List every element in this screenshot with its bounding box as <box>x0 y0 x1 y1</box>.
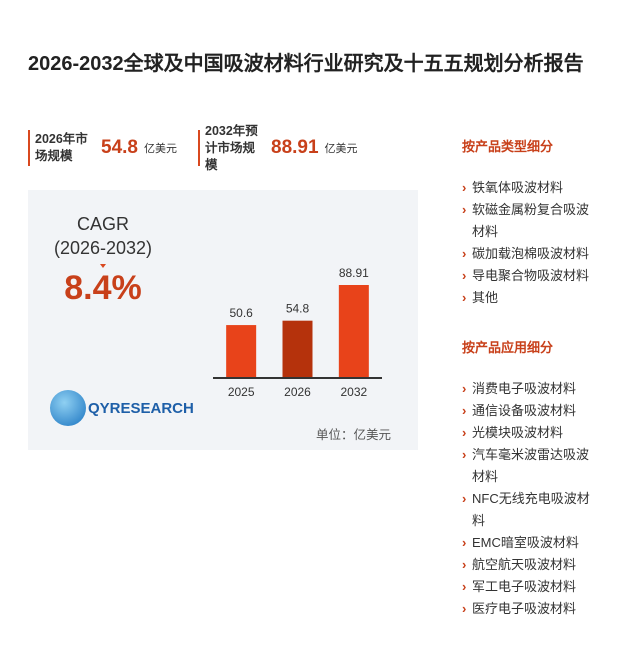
report-title: 2026-2032全球及中国吸波材料行业研究及十五五规划分析报告 <box>28 53 584 75</box>
stat: 2032年预计市场规模 88.91 亿美元 <box>198 124 358 172</box>
cagr-label: CAGR <box>76 214 129 234</box>
list-item: NFC无线充电吸波材料 <box>462 488 597 532</box>
section-heading: 按产品应用细分 <box>462 340 554 355</box>
stat-label: 2026年市场规模 <box>35 132 88 163</box>
stat: 2026年市场规模 54.8 亿美元 <box>28 130 177 166</box>
bar <box>338 285 369 378</box>
list-item: 医疗电子吸波材料 <box>462 598 597 620</box>
stat-label: 2032年预计市场规模 <box>205 123 258 172</box>
cagr: CAGR (2026-2032) 8.4% <box>28 212 178 308</box>
value-label: 50.6 <box>229 306 253 320</box>
list-item: 汽车毫米波雷达吸波材料 <box>462 444 597 488</box>
logo-globe <box>50 390 86 426</box>
unit-note: 单位：亿美元 <box>316 428 392 442</box>
list-item: 碳加载泡棉吸波材料 <box>462 243 597 265</box>
list-item: 通信设备吸波材料 <box>462 400 597 422</box>
stat-value: 54.8 <box>101 137 138 158</box>
section-heading: 按产品类型细分 <box>462 139 554 154</box>
cagr-value: 8.4% <box>64 269 142 307</box>
list-item: 光模块吸波材料 <box>462 422 597 444</box>
list-item: 铁氧体吸波材料 <box>462 177 597 199</box>
list-item: 导电聚合物吸波材料 <box>462 265 597 287</box>
stat-unit: 亿美元 <box>324 143 358 155</box>
x-tick-label: 2032 <box>340 385 367 399</box>
list-item: EMC暗室吸波材料 <box>462 532 597 554</box>
stat-unit: 亿美元 <box>143 143 177 155</box>
x-tick-label: 2025 <box>228 385 255 399</box>
cagr-arrow <box>100 264 106 268</box>
value-label: 54.8 <box>286 302 310 316</box>
chart-panel: CAGR (2026-2032) 8.4% 50.6 2025 54.8 2026 88… <box>28 190 418 450</box>
list-item: 软磁金属粉复合吸波材料 <box>462 199 597 243</box>
item-list: 铁氧体吸波材料软磁金属粉复合吸波材料碳加载泡棉吸波材料导电聚合物吸波材料其他 <box>462 177 612 309</box>
logo: QYRESEARCH <box>50 390 194 426</box>
x-tick-label: 2026 <box>284 385 311 399</box>
chart: 50.6 2025 54.8 2026 88.91 2032 <box>213 266 382 399</box>
item-list: 消费电子吸波材料通信设备吸波材料光模块吸波材料汽车毫米波雷达吸波材料NFC无线充… <box>462 378 612 620</box>
sidebar: 按产品类型细分铁氧体吸波材料软磁金属粉复合吸波材料碳加载泡棉吸波材料导电聚合物吸… <box>462 136 612 648</box>
list-item: 航空航天吸波材料 <box>462 554 597 576</box>
bar <box>226 325 257 378</box>
list-item: 消费电子吸波材料 <box>462 378 597 400</box>
logo-text: QYRESEARCH <box>88 399 194 417</box>
cagr-period: (2026-2032) <box>53 238 153 258</box>
value-label: 88.91 <box>339 266 369 280</box>
list-item: 其他 <box>462 287 597 309</box>
list-item: 军工电子吸波材料 <box>462 576 597 598</box>
stat-value: 88.91 <box>271 137 319 158</box>
bar <box>282 320 313 378</box>
